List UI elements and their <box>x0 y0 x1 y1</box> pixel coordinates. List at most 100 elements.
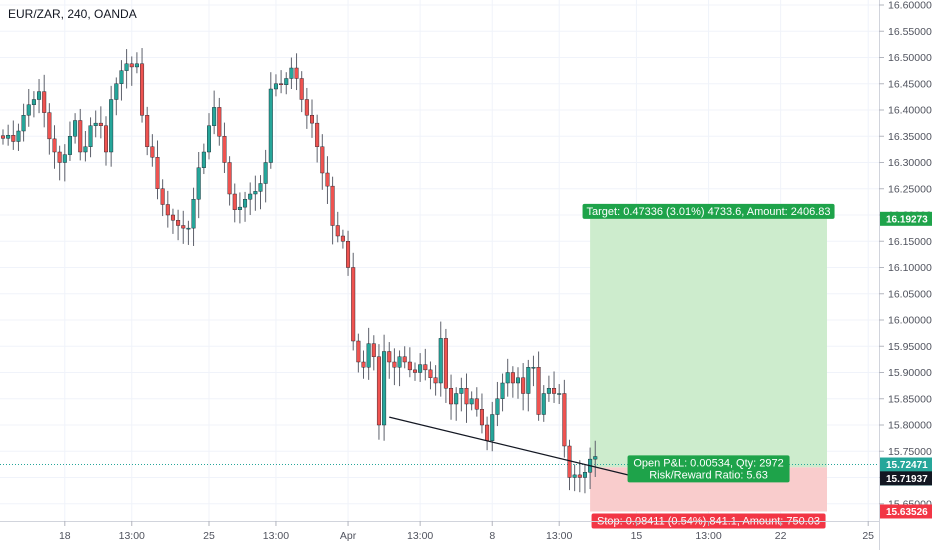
candle-body <box>253 191 258 195</box>
x-tick-label: 13:00 <box>119 530 145 542</box>
entry-price-label-box <box>880 471 932 486</box>
candle-body <box>6 134 11 139</box>
candle-body <box>582 472 587 478</box>
y-tick-label: 15.75000 <box>888 446 932 458</box>
pnl-box <box>627 455 790 483</box>
x-tick-label: 15 <box>631 530 643 542</box>
target-label-box <box>582 203 835 219</box>
candle-body <box>129 63 134 68</box>
candle-body <box>155 157 160 189</box>
candle-body <box>145 115 150 147</box>
candle-body <box>289 67 294 79</box>
entry-price-label: 15.71937 <box>886 474 928 485</box>
y-tick-label: 15.90000 <box>888 367 932 379</box>
candle-body <box>304 99 309 116</box>
price-axis[interactable]: 16.60000 16.55000 16.50000 16.45000 16.40000… <box>879 0 932 510</box>
candle-body <box>516 377 521 384</box>
target-price-label: 16.19273 <box>886 214 928 225</box>
candle-body <box>73 120 78 137</box>
y-tick-label: 16.00000 <box>888 315 932 327</box>
y-tick-label: 15.85000 <box>888 393 932 405</box>
candle-body <box>449 388 454 405</box>
candle-body <box>191 199 196 229</box>
candle-body <box>165 204 170 216</box>
candle-body <box>243 199 248 208</box>
candle-body <box>186 227 191 230</box>
pnl-line-1: Open P&L: 0.00534, Qty: 2972 <box>633 457 783 469</box>
candle-body <box>42 91 47 113</box>
candle-body <box>103 125 108 153</box>
y-tick-label: 16.40000 <box>888 105 932 117</box>
x-tick-label: 8 <box>489 530 495 542</box>
pnl-line-2: Risk/Reward Ratio: 5.63 <box>649 469 768 481</box>
candle-body <box>479 409 484 426</box>
candle-body <box>67 136 72 155</box>
candle-body <box>418 364 423 373</box>
candle-body <box>232 193 237 210</box>
chart-title: EUR/ZAR, 240, OANDA <box>8 7 137 21</box>
candle-body <box>37 91 42 100</box>
candle-body <box>248 193 253 200</box>
candle-body <box>52 138 57 153</box>
candle-body <box>78 120 83 153</box>
y-tick-label: 15.80000 <box>888 420 932 432</box>
candle-body <box>217 107 222 137</box>
candle-body <box>423 364 428 371</box>
trendline[interactable] <box>389 416 634 477</box>
candle-body <box>201 151 206 168</box>
stop-price-label-box <box>880 504 932 519</box>
candle-body <box>402 356 407 363</box>
y-tick-label: 16.35000 <box>888 131 932 143</box>
x-tick-label: 13:00 <box>407 530 433 542</box>
x-tick-label: 25 <box>203 530 215 542</box>
y-tick-label: 16.25000 <box>888 183 932 195</box>
candle-body <box>464 388 469 405</box>
candle-body <box>212 107 217 126</box>
y-tick-label: 16.55000 <box>888 26 932 38</box>
candle-body <box>176 220 181 226</box>
candle-body <box>407 361 412 371</box>
candle-body <box>366 343 371 368</box>
candle-body <box>98 122 103 126</box>
y-tick-label: 16.60000 <box>888 0 932 12</box>
candle-body <box>433 377 438 384</box>
candle-body <box>485 424 490 441</box>
candle-body <box>438 338 443 384</box>
candle-body <box>222 136 227 163</box>
candle-body <box>577 474 582 478</box>
candle-body <box>376 356 381 426</box>
candles <box>1 48 598 494</box>
x-tick-label: 13:00 <box>263 530 289 542</box>
candle-body <box>284 78 289 86</box>
target-label: Target: 0.47336 (3.01%) 4733.6, Amount: … <box>587 206 831 218</box>
candle-body <box>495 398 500 415</box>
candle-body <box>1 135 5 139</box>
candle-body <box>320 146 325 174</box>
target-zone <box>590 218 827 468</box>
y-tick-label: 16.05000 <box>888 288 932 300</box>
candle-body <box>196 167 201 200</box>
position-labels: Target: 0.47336 (3.01%) 4733.6, Amount: … <box>582 203 835 529</box>
candle-body <box>124 63 129 71</box>
candle-body <box>88 125 93 147</box>
y-tick-label: 16.50000 <box>888 52 932 64</box>
y-tick-label: 16.10000 <box>888 262 932 274</box>
support-trendline[interactable] <box>389 416 634 477</box>
candle-body <box>268 88 273 163</box>
candle-body <box>382 351 387 426</box>
stop-price-label: 15.63526 <box>886 507 928 518</box>
candle-body <box>387 351 392 363</box>
candle-body <box>83 146 88 153</box>
candle-body <box>237 206 242 210</box>
candle-body <box>356 340 361 363</box>
candle-body <box>459 388 464 394</box>
x-tick-label: 18 <box>59 530 71 542</box>
time-axis[interactable]: 18 13:00 25 13:00 Apr 13:00 8 13:00 15 13:00 22 25 <box>59 521 874 542</box>
y-tick-label: 16.45000 <box>888 78 932 90</box>
candle-body <box>140 63 145 116</box>
position-zones <box>0 218 879 512</box>
candle-body <box>258 183 263 192</box>
candle-body <box>273 83 278 90</box>
